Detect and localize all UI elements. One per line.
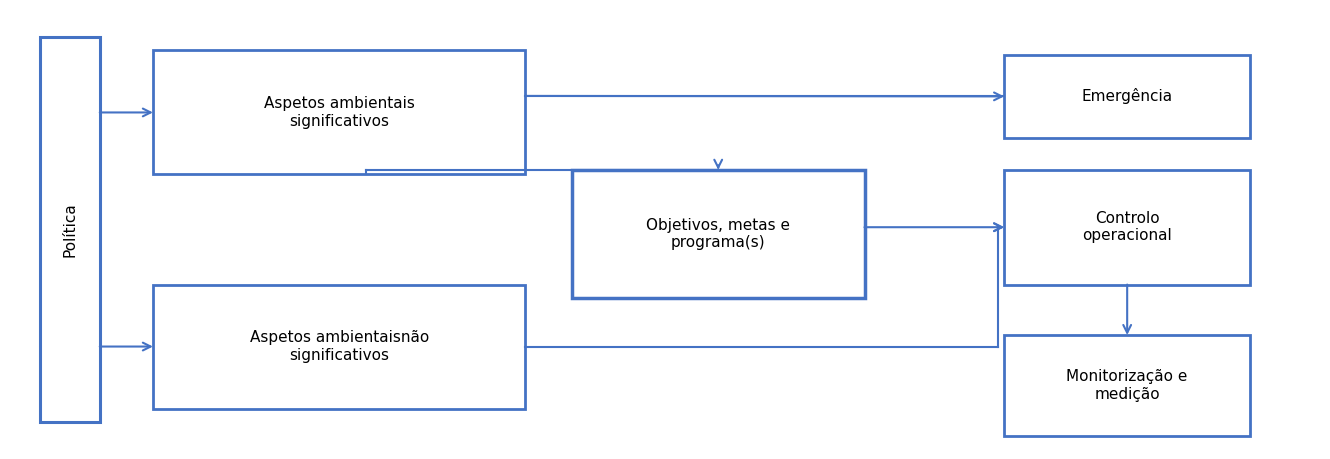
Text: Aspetos ambientais
significativos: Aspetos ambientais significativos bbox=[263, 96, 415, 129]
Text: Política: Política bbox=[63, 202, 77, 257]
FancyBboxPatch shape bbox=[1004, 55, 1250, 138]
FancyBboxPatch shape bbox=[1004, 335, 1250, 436]
Text: Objetivos, metas e
programa(s): Objetivos, metas e programa(s) bbox=[646, 218, 790, 250]
Text: Controlo
operacional: Controlo operacional bbox=[1083, 211, 1172, 243]
FancyBboxPatch shape bbox=[40, 37, 100, 422]
FancyBboxPatch shape bbox=[572, 170, 864, 298]
Text: Monitorização e
medição: Monitorização e medição bbox=[1067, 369, 1188, 402]
FancyBboxPatch shape bbox=[1004, 170, 1250, 285]
Text: Emergência: Emergência bbox=[1081, 89, 1173, 104]
Text: Aspetos ambientaisnão
significativos: Aspetos ambientaisnão significativos bbox=[250, 330, 428, 363]
FancyBboxPatch shape bbox=[153, 50, 525, 174]
FancyBboxPatch shape bbox=[153, 285, 525, 409]
